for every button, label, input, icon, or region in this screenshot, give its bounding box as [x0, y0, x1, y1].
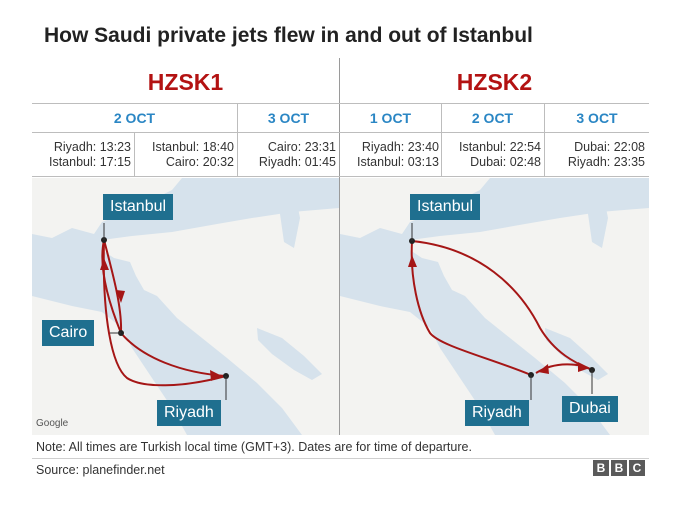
source-text: Source: planefinder.net [36, 463, 165, 477]
jet-title-hzsk1: HZSK1 [147, 69, 224, 95]
map-hzsk1 [32, 178, 339, 435]
column-divider [237, 104, 238, 176]
date-hzsk1-3oct: 3 OCT [267, 110, 310, 126]
arrow-head [408, 255, 417, 267]
date-hzsk1-2oct: 2 OCT [113, 110, 156, 126]
footer-divider [32, 458, 649, 459]
jet-title-hzsk2: HZSK2 [456, 69, 533, 95]
caspian-sea [588, 186, 608, 248]
arrow-head [578, 362, 590, 372]
times-hzsk1-leg1: Riyadh: 13:23 Istanbul: 17:15 [48, 140, 131, 169]
arrow-head [210, 370, 222, 381]
times-hzsk2-leg1: Riyadh: 23:40 Istanbul: 03:13 [356, 140, 439, 169]
bbc-logo: B B C [593, 460, 645, 476]
date-hzsk2-2oct: 2 OCT [471, 110, 514, 126]
bbc-logo-letter: B [593, 460, 609, 476]
column-divider [134, 133, 135, 176]
arrow-head [100, 258, 109, 270]
bbc-logo-letter: C [629, 460, 645, 476]
page-title: How Saudi private jets flew in and out o… [44, 24, 533, 47]
label-riyadh-hzsk1: Riyadh [157, 400, 221, 426]
label-cairo-hzsk1: Cairo [42, 320, 95, 346]
panel-divider [339, 58, 340, 435]
date-hzsk2-3oct: 3 OCT [576, 110, 618, 126]
map-hzsk2-svg [340, 178, 649, 435]
date-divider [32, 132, 649, 133]
arrow-head [116, 290, 125, 303]
times-hzsk2-leg2: Istanbul: 22:54 Dubai: 02:48 [458, 140, 541, 169]
note-text: Note: All times are Turkish local time (… [36, 440, 472, 454]
persian-gulf [545, 328, 608, 380]
route-istanbul-dubai [411, 240, 593, 371]
map-hzsk1-svg [32, 178, 339, 435]
mediterranean-sea [340, 238, 435, 304]
column-divider [544, 104, 545, 176]
times-hzsk1-leg3: Cairo: 23:31 Riyadh: 01:45 [258, 140, 336, 169]
caspian-sea [280, 186, 300, 248]
map-hzsk2 [340, 178, 649, 435]
label-istanbul-hzsk2: Istanbul [410, 194, 481, 220]
arrow-head [538, 364, 549, 374]
land-africa [340, 296, 495, 435]
land-middle-east [410, 208, 649, 435]
persian-gulf [257, 328, 322, 380]
times-divider [32, 176, 649, 177]
label-istanbul-hzsk1: Istanbul [103, 194, 174, 220]
date-hzsk2-1oct: 1 OCT [369, 110, 412, 126]
label-dubai-hzsk2: Dubai [562, 396, 618, 422]
red-sea [432, 326, 502, 418]
route-riyadh-istanbul [410, 240, 532, 376]
header-divider [32, 103, 649, 104]
map-credit: Google [36, 418, 69, 429]
red-sea [124, 326, 194, 418]
times-hzsk1-leg2: Istanbul: 18:40 Cairo: 20:32 [151, 140, 234, 169]
times-hzsk2-leg3: Dubai: 22:08 Riyadh: 23:35 [567, 140, 645, 169]
mediterranean-sea [32, 238, 127, 304]
route-riyadh-istanbul [102, 239, 227, 387]
bbc-logo-letter: B [611, 460, 627, 476]
column-divider [441, 104, 442, 176]
label-riyadh-hzsk2: Riyadh [465, 400, 529, 426]
route-riyadh-istanbul-leg [101, 239, 122, 334]
land-middle-east [102, 208, 339, 435]
